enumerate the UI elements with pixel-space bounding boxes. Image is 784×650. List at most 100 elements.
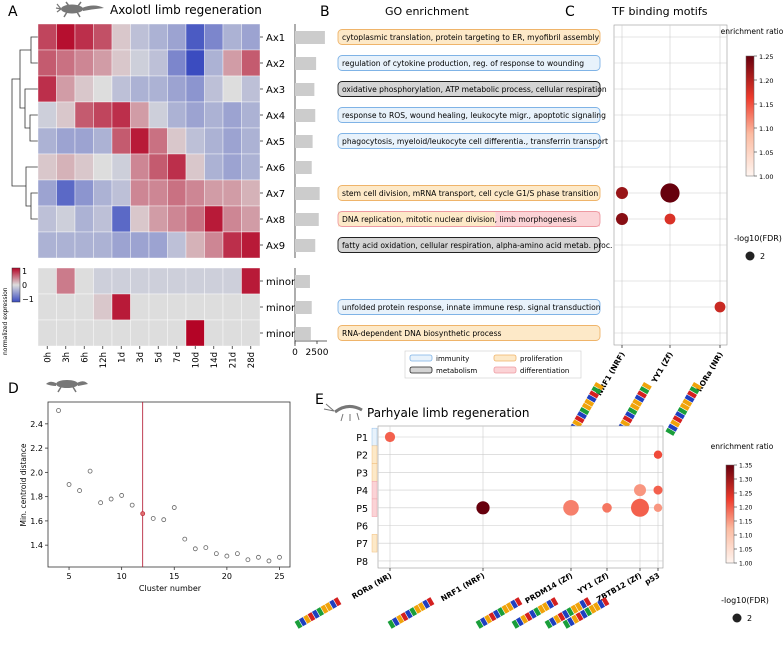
tf-motif-logo: RORa (NR) [665, 350, 725, 436]
heatmap-cell [37, 101, 57, 129]
cluster-size-bar [295, 161, 312, 174]
heatmap-column-label: 21d [228, 352, 238, 368]
motif-letter [597, 599, 606, 609]
motif-letter [579, 609, 588, 619]
motif-letter [675, 411, 685, 420]
heatmap-cell [167, 153, 187, 181]
axolotl-icon [55, 1, 104, 18]
motif-letter [497, 607, 506, 617]
heatmap-cell [56, 231, 76, 259]
heatmap-cell [148, 23, 168, 51]
go-term-box [337, 325, 601, 341]
tf-cbar-tick: 1.15 [759, 101, 773, 109]
cluster-size-bar [295, 57, 317, 70]
distance-point [119, 493, 125, 498]
heatmap-cell [93, 153, 113, 181]
motif-letter [528, 609, 537, 619]
tf-name: RORa (NR) [350, 571, 393, 601]
tf-cbar-tick: 1.05 [759, 149, 773, 157]
tf-name: PRDM14 (Zf) [523, 571, 574, 606]
heatmap-column-label: 7d [173, 352, 183, 363]
motif-letter [533, 607, 542, 617]
heatmap-cell [130, 75, 150, 103]
minor-heatmap-cell [111, 293, 131, 321]
y-tick-label: 1.8 [30, 493, 43, 502]
panel-b-title: GO enrichment [385, 5, 469, 18]
tf-name: YY1 (Zf) [649, 350, 674, 385]
parhyale-motif-dot [653, 503, 663, 512]
tf-cbar-title-1: enrichment ratio [721, 27, 784, 36]
shrimp-icon [323, 403, 363, 422]
heatmap-cell [130, 205, 150, 233]
motif-letter [510, 599, 519, 609]
heatmap-cell [167, 179, 187, 207]
heatmap-cell [130, 49, 150, 77]
minor-heatmap-cell [56, 267, 76, 295]
heatmap-cell [93, 101, 113, 129]
motif-letter [413, 604, 422, 614]
minor-heatmap-cell [37, 293, 57, 321]
parhyale-row-label: P4 [356, 486, 368, 497]
tf-size-dot [745, 251, 755, 261]
cluster-size-bar [295, 135, 313, 148]
distance-point [150, 516, 156, 521]
pe-cbar-tick: 1.35 [739, 463, 753, 470]
parhyale-row-label: P3 [356, 468, 368, 479]
heatmap-cell [222, 231, 242, 259]
go-term-box [337, 299, 601, 315]
distance-point [256, 554, 261, 560]
motif-letter [667, 423, 678, 432]
distance-point [108, 496, 114, 502]
motif-letter [641, 382, 652, 391]
heatmap-row-label: Ax5 [266, 137, 285, 148]
heatmap-cell [185, 23, 205, 51]
heatmap-cell [167, 205, 187, 233]
minor-heatmap-cell [167, 319, 187, 347]
parhyale-motif-dots [384, 431, 663, 517]
motif-letter [577, 411, 587, 420]
legend-swatch-metabolism [409, 366, 433, 374]
heatmap-cell [93, 179, 113, 207]
minor-row-label: minor4 [266, 277, 301, 288]
motif-letter [691, 382, 702, 391]
parhyale-category-tags [371, 427, 378, 553]
tf-motif-labels: NRF1 (NRF) YY1 (Zf) RORa (NR) [567, 345, 725, 436]
distance-point [245, 557, 251, 563]
motif-letter [303, 614, 312, 624]
motif-letter [524, 612, 533, 622]
tf-cbar-tick: 1.25 [759, 53, 773, 61]
minor-heatmap-cell [148, 319, 168, 347]
motif-letter [579, 599, 588, 609]
heatmap-cell [74, 153, 94, 181]
motif-letter [544, 619, 553, 629]
motif-letter [588, 604, 597, 614]
tf-cbar-tick: 1.10 [759, 125, 773, 133]
heatmap-cell [74, 179, 94, 207]
heatmap-cell [93, 23, 113, 51]
heatmap-column-label: 5d [154, 352, 164, 363]
parhyale-row-label: P8 [356, 557, 368, 568]
motif-letter [484, 614, 493, 624]
motif-letter [316, 607, 325, 617]
parhyale-size-legend: -log10(FDR) 2 [721, 596, 769, 623]
heatmap-column-label: 28d [247, 352, 257, 368]
pe-size-title: -log10(FDR) [721, 596, 769, 605]
heatmap-cell [74, 231, 94, 259]
heatmap-cell [241, 205, 261, 233]
heatmap-cell [204, 127, 224, 155]
heatmap-cell [204, 205, 224, 233]
motif-letter [634, 394, 645, 403]
heatmap-cell [74, 127, 94, 155]
heatmap-cell [37, 127, 57, 155]
go-term-text: stem cell division, mRNA transport, cell… [342, 189, 598, 198]
distance-point [213, 551, 219, 557]
motif-letter [571, 614, 580, 624]
motif-letter [320, 604, 329, 614]
heatmap-cell [222, 75, 242, 103]
heatmap-cell [241, 179, 261, 207]
minor-heatmap-cell [241, 293, 261, 321]
motif-letter [409, 607, 418, 617]
heatmap-cell [204, 153, 224, 181]
motif-letter [589, 390, 599, 399]
tf-motif-dot [616, 187, 628, 199]
